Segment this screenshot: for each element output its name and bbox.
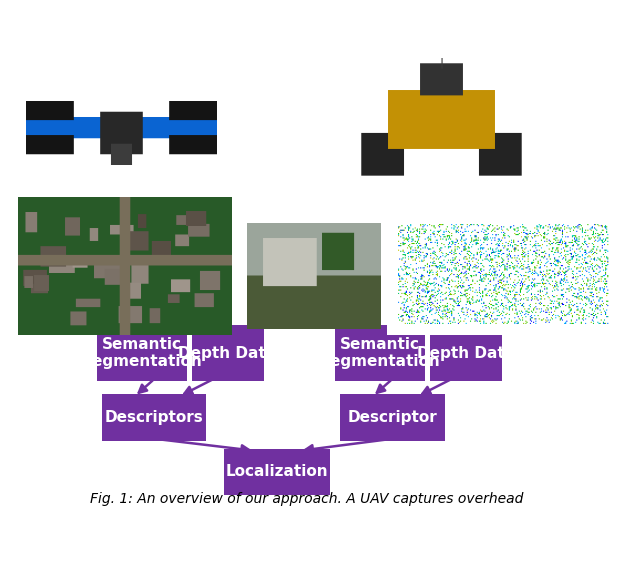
FancyBboxPatch shape (335, 325, 425, 381)
FancyBboxPatch shape (224, 449, 330, 495)
FancyBboxPatch shape (102, 394, 207, 441)
Text: Descriptors: Descriptors (105, 410, 204, 425)
Text: Descriptor: Descriptor (348, 410, 437, 425)
Text: Semantic
Segmentation: Semantic Segmentation (82, 337, 202, 369)
Text: Depth Data: Depth Data (179, 346, 276, 361)
FancyBboxPatch shape (429, 325, 502, 381)
FancyBboxPatch shape (340, 394, 445, 441)
Text: Fig. 1: An overview of our approach. A UAV captures overhead: Fig. 1: An overview of our approach. A U… (90, 492, 524, 506)
Text: Semantic
Segmentation: Semantic Segmentation (320, 337, 440, 369)
Text: Localization: Localization (226, 464, 328, 479)
FancyBboxPatch shape (97, 325, 187, 381)
Text: Depth Data: Depth Data (417, 346, 515, 361)
FancyBboxPatch shape (191, 325, 264, 381)
